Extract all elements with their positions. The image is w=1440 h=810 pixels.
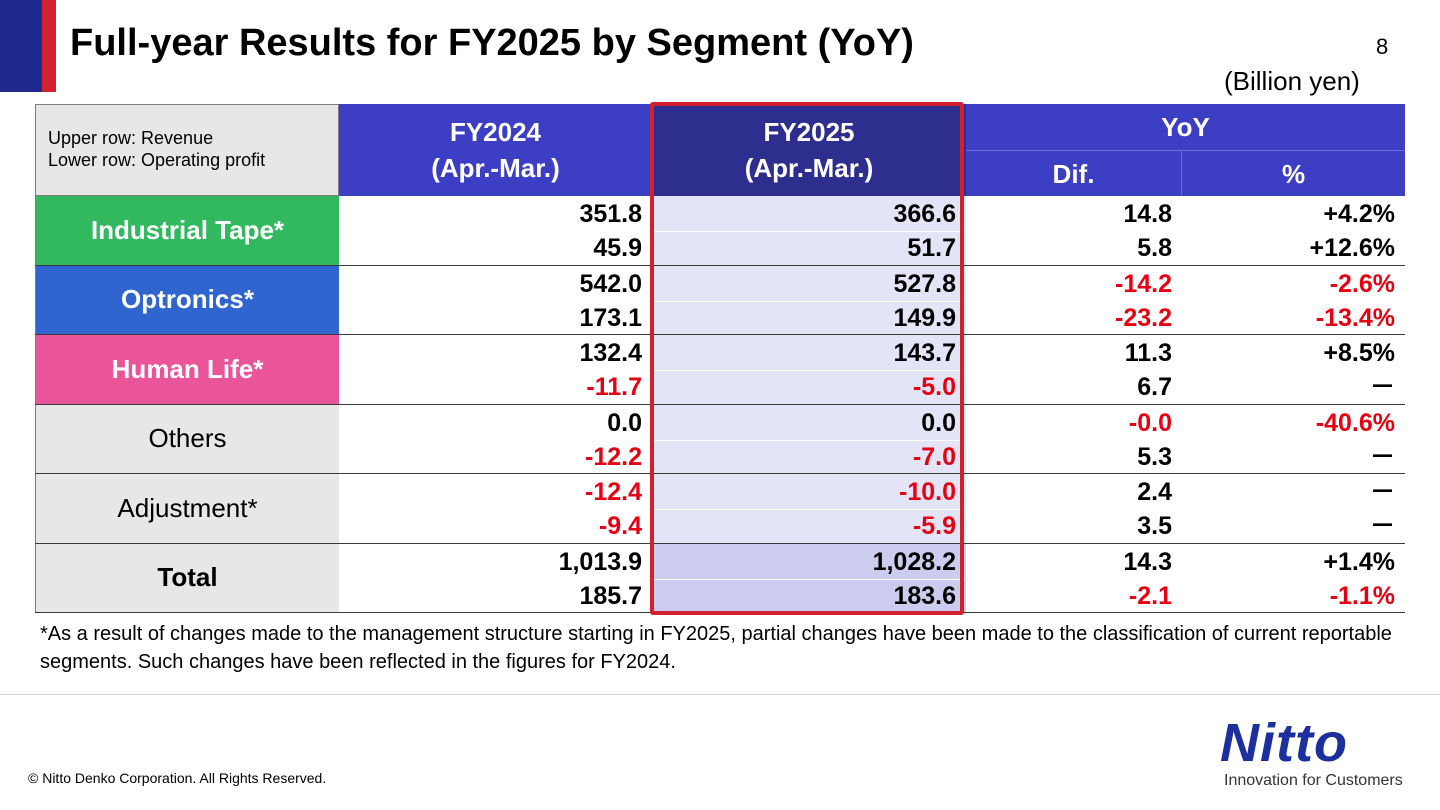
revenue-fy2025-value: 1,028.2 [872,547,956,576]
title-accent-red [42,0,56,92]
revenue-fy2025-value: 527.8 [893,269,956,298]
segment-label: Optronics* [35,265,339,335]
revenue-fy2025-value: 0.0 [921,408,956,437]
header-pct: % [1182,151,1405,196]
header-dif: Dif. [966,151,1182,196]
revenue-pct-value: +8.5% [1323,339,1395,367]
row-separator [35,334,1405,335]
profit-pct-value: +12.6% [1309,234,1396,262]
profit-dif-value: 5.8 [1137,234,1172,262]
profit-fy2024-value: -11.7 [586,373,642,401]
nitto-logo: Nitto [1220,713,1348,773]
note-profit: Lower row: Operating profit [48,150,266,170]
profit-dif-value: 3.5 [1137,512,1172,540]
header-fy2024: FY2024 (Apr.-Mar.) [339,104,652,196]
revenue-pct-value: +4.2% [1323,200,1395,228]
revenue-fy2024-value: 0.0 [607,408,642,437]
fy2025-cell-bg [652,265,966,335]
row-mid-separator [339,370,1405,371]
row-mid-separator [339,578,1405,580]
row-mid-separator [339,300,1405,302]
revenue-pct-value: -2.6% [1329,269,1395,298]
header-yoy: YoY [966,104,1405,151]
revenue-dif-value: 14.8 [1123,200,1172,228]
profit-dif-value: -23.2 [1115,303,1172,332]
revenue-dif-value: -0.0 [1128,408,1172,437]
row-separator [35,264,1405,266]
revenue-dif-value: -14.2 [1115,269,1172,298]
fy2025-cell-bg [652,335,966,405]
revenue-fy2024-value: 351.8 [579,200,642,228]
row-mid-separator [339,439,1405,441]
revenue-dif-value: 2.4 [1137,478,1172,506]
unit-label: (Billion yen) [1224,66,1360,96]
fy2025-cell-bg [652,543,966,613]
profit-dif-value: -2.1 [1128,581,1172,610]
segment-results-table: Upper row: Revenue Lower row: Operating … [35,104,1405,613]
fy2025-cell-bg [652,404,966,474]
segment-label: Others [35,404,339,474]
profit-fy2024-value: 173.1 [579,303,642,332]
profit-fy2025-value: -5.0 [912,373,956,401]
profit-fy2025-value: 183.6 [893,581,956,610]
copyright: © Nitto Denko Corporation. All Rights Re… [28,770,327,786]
revenue-fy2024-value: 1,013.9 [558,547,642,576]
header-fy2025-period: (Apr.-Mar.) [744,153,874,183]
revenue-fy2025-value: 366.6 [893,200,956,228]
profit-fy2024-value: -12.2 [585,442,642,471]
revenue-pct-value: -40.6% [1315,408,1395,437]
page-title: Full-year Results for FY2025 by Segment … [70,22,914,64]
profit-fy2025-value: 149.9 [893,303,956,332]
header-fy2024-period: (Apr.-Mar.) [431,153,560,183]
footer-divider [0,694,1440,695]
profit-dif-value: 5.3 [1137,442,1172,471]
revenue-fy2025-value: 143.7 [893,339,956,367]
profit-fy2024-value: -9.4 [598,512,642,540]
revenue-fy2025-value: -10.0 [899,478,956,506]
row-separator [35,473,1405,474]
fy2025-highlight-frame [650,102,964,615]
profit-fy2024-value: 45.9 [593,234,642,262]
segment-label: Total [35,543,339,613]
revenue-pct-value: － [1369,478,1395,506]
header-fy2025: FY2025 (Apr.-Mar.) [652,104,966,196]
profit-fy2025-value: -5.9 [912,512,956,540]
revenue-pct-value: +1.4% [1323,547,1395,576]
profit-fy2025-value: 51.7 [907,234,956,262]
fy2025-cell-bg [652,474,966,544]
profit-dif-value: 6.7 [1137,373,1172,401]
row-separator [35,542,1405,544]
revenue-fy2024-value: 132.4 [579,339,642,367]
row-mid-separator [339,509,1405,510]
footnote: *As a result of changes made to the mana… [40,623,1392,673]
profit-pct-value: － [1369,442,1395,471]
profit-pct-value: － [1369,512,1395,540]
profit-pct-value: -13.4% [1315,303,1395,332]
revenue-fy2024-value: 542.0 [579,269,642,298]
profit-fy2025-value: -7.0 [912,442,956,471]
profit-fy2024-value: 185.7 [579,581,642,610]
row-mid-separator [339,231,1405,232]
table-note: Upper row: Revenue Lower row: Operating … [35,104,339,196]
header-fy2024-year: FY2024 [449,117,542,147]
segment-label: Adjustment* [35,474,339,544]
profit-pct-value: -1.1% [1329,581,1395,610]
segment-label: Industrial Tape* [35,196,339,266]
segment-label: Human Life* [35,335,339,405]
row-separator [35,403,1405,405]
title-accent-blue [0,0,42,92]
note-revenue: Upper row: Revenue [48,128,214,148]
revenue-fy2024-value: -12.4 [585,478,642,506]
revenue-dif-value: 14.3 [1123,547,1172,576]
logo-tagline: Innovation for Customers [1224,772,1403,789]
fy2025-cell-bg [652,196,966,266]
revenue-dif-value: 11.3 [1124,339,1172,367]
profit-pct-value: － [1369,373,1395,401]
page-number: 8 [1376,34,1389,59]
header-fy2025-year: FY2025 [763,117,855,147]
